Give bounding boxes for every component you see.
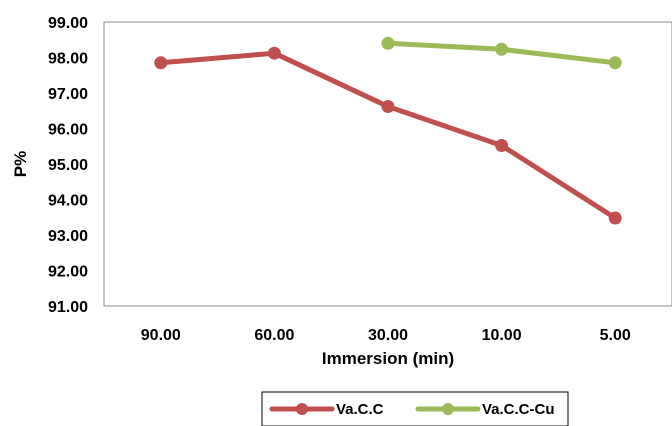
x-axis-tick-labels: 90.00 60.00 30.00 10.00 5.00 <box>141 327 631 344</box>
y-tick-label: 94.00 <box>48 193 88 210</box>
y-axis-title: P% <box>11 151 30 177</box>
x-tick-label: 10.00 <box>482 327 522 344</box>
legend: Va.C.C Va.C.C-Cu <box>261 391 569 426</box>
legend-label: Va.C.C <box>336 401 384 418</box>
data-point <box>381 100 395 113</box>
data-point <box>495 42 509 56</box>
y-tick-label: 91.00 <box>48 299 88 316</box>
plot-area-frame <box>103 21 672 307</box>
data-point <box>154 56 168 70</box>
data-point <box>381 36 395 50</box>
legend-item: Va.C.C-Cu <box>415 401 555 418</box>
legend-label: Va.C.C-Cu <box>482 401 555 418</box>
data-point <box>267 46 281 60</box>
y-tick-label: 99.00 <box>48 15 88 32</box>
series-2 <box>381 36 622 70</box>
data-point <box>608 56 622 70</box>
y-tick-label: 96.00 <box>48 122 88 139</box>
y-tick-label: 92.00 <box>48 264 88 281</box>
x-tick-label: 30.00 <box>368 327 408 344</box>
x-tick-label: 60.00 <box>254 327 294 344</box>
x-tick-label: 90.00 <box>141 327 181 344</box>
x-axis-title: Immersion (min) <box>322 349 454 368</box>
y-tick-label: 97.00 <box>48 86 88 103</box>
data-point <box>608 211 622 225</box>
series-layer <box>154 36 622 225</box>
y-axis-tick-labels: 91.00 92.00 93.00 94.00 95.00 96.00 97.00 98.00… <box>48 15 88 316</box>
y-tick-label: 93.00 <box>48 228 88 245</box>
legend-item: Va.C.C <box>269 401 384 418</box>
legend-marker <box>296 403 308 415</box>
y-tick-label: 95.00 <box>48 157 88 174</box>
series-1 <box>154 46 622 225</box>
x-tick-label: 5.00 <box>600 327 631 344</box>
legend-marker <box>442 403 454 415</box>
data-point <box>495 139 509 152</box>
series-line <box>158 50 618 221</box>
y-tick-label: 98.00 <box>48 51 88 68</box>
